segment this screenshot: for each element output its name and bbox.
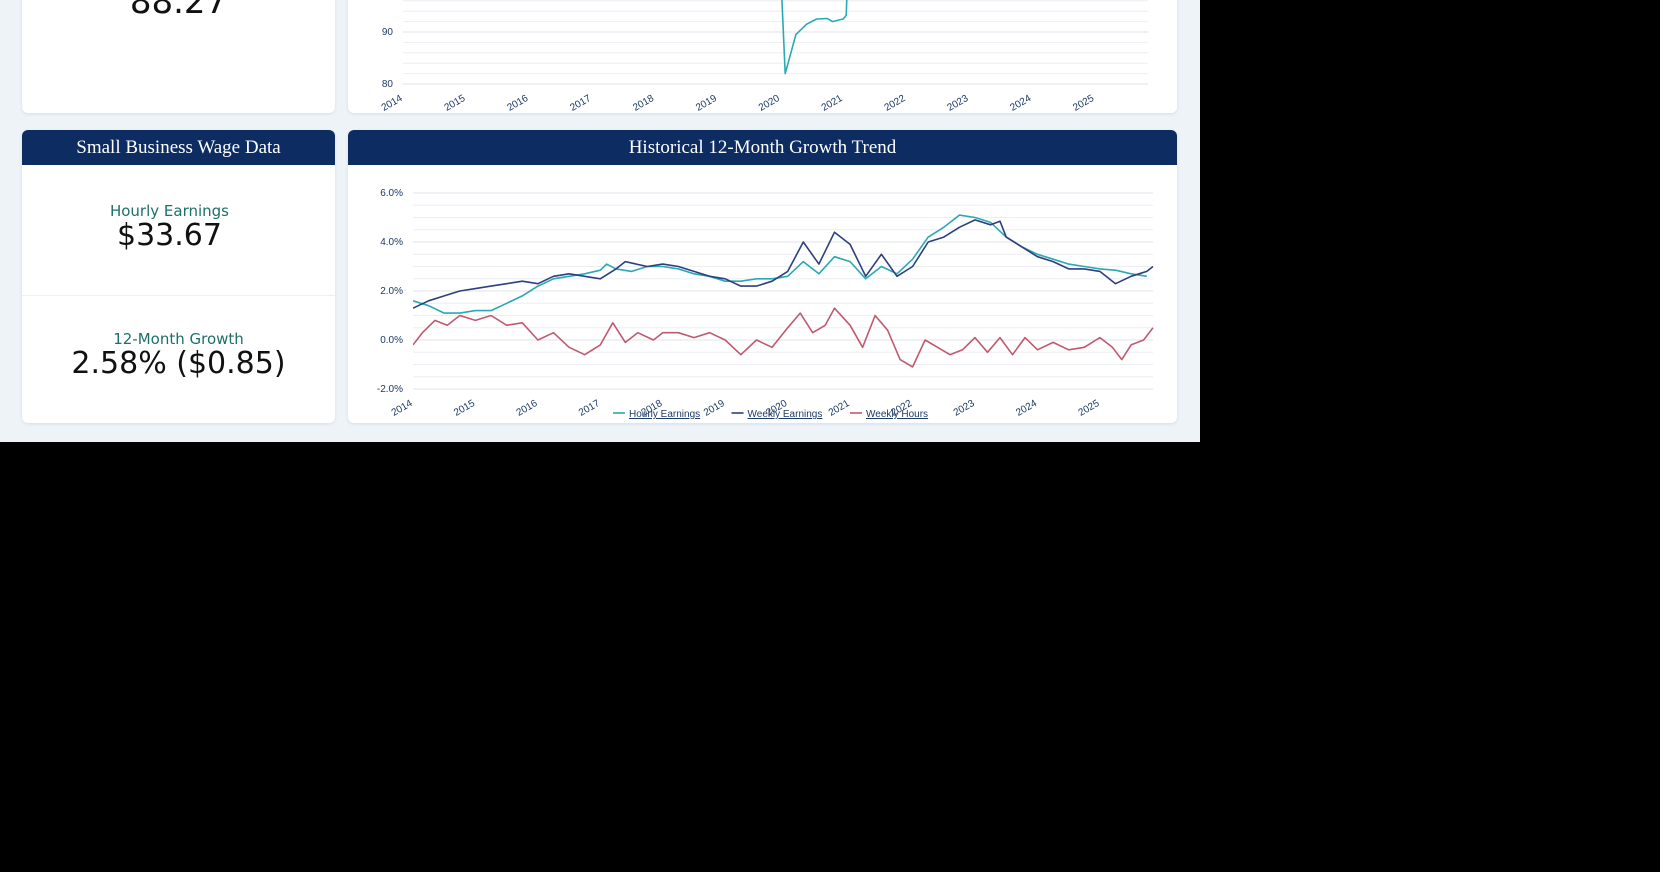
hourly-earnings-label: Hourly Earnings [109, 202, 230, 220]
wage-card-title: Small Business Wage Data [22, 130, 335, 165]
top-chart-card: 90 80 2014 2015 2016 2017 2018 2019 2020 2021 2022… [348, 0, 1177, 113]
x-tick-label: 2020 [757, 93, 782, 113]
x-tick-label: 2015 [443, 93, 468, 113]
x-tick-label: 2017 [577, 398, 602, 419]
x-tick-label: 2014 [390, 398, 415, 419]
x-tick-label: 2025 [1077, 398, 1102, 419]
growth-label: 12-Month Growth [113, 330, 244, 348]
growth-line-chart: 6.0% 4.0% 2.0% 0.0% -2.0% 2014 2015 2016 2017 201… [377, 188, 1154, 420]
dashboard-page: 88.27 90 80 2014 2015 2016 2017 2018 2019 2020 20… [0, 0, 1200, 442]
x-tick-label: 2021 [827, 398, 852, 419]
legend-item-label[interactable]: Hourly Earnings [629, 409, 700, 420]
x-tick-label: 2025 [1071, 93, 1096, 113]
top-stat-card: 88.27 [22, 0, 335, 113]
x-tick-label: 2018 [631, 93, 656, 113]
growth-chart-card: Historical 12-Month Growth Trend 6.0% 4.0… [348, 130, 1177, 423]
x-tick-label: 2021 [820, 93, 845, 113]
series-line [781, 0, 848, 75]
x-tick-label: 2024 [1008, 93, 1033, 113]
y-tick-label: 90 [382, 27, 394, 38]
series-line [413, 219, 1154, 309]
x-tick-label: 2024 [1014, 398, 1039, 419]
top-line-chart: 90 80 2014 2015 2016 2017 2018 2019 2020 2021 2022… [380, 0, 1148, 113]
x-tick-label: 2014 [380, 93, 405, 113]
y-tick-label: 0.0% [380, 335, 403, 346]
stat-divider [22, 295, 335, 296]
hourly-earnings-value: $33.67 [117, 218, 222, 253]
y-tick-label: 6.0% [380, 188, 403, 199]
series-line [413, 307, 1154, 368]
legend-item-label[interactable]: Weekly Hours [866, 409, 928, 420]
x-tick-label: 2019 [694, 93, 719, 113]
y-tick-label: 4.0% [380, 237, 403, 248]
y-tick-label: 2.0% [380, 286, 403, 297]
x-tick-label: 2023 [952, 398, 977, 419]
x-tick-label: 2019 [702, 398, 727, 419]
wage-data-card: Small Business Wage Data Hourly Earnings… [22, 130, 335, 423]
x-tick-label: 2016 [505, 93, 530, 113]
x-tick-label: 2022 [883, 93, 908, 113]
y-tick-label: 80 [382, 79, 394, 90]
growth-value: 2.58% ($0.85) [71, 346, 286, 381]
growth-chart-title: Historical 12-Month Growth Trend [348, 130, 1177, 165]
legend-item-label[interactable]: Weekly Earnings [748, 409, 823, 420]
y-tick-label: -2.0% [377, 384, 403, 395]
x-tick-label: 2023 [946, 93, 971, 113]
x-tick-label: 2016 [515, 398, 540, 419]
top-stat-value: 88.27 [129, 0, 228, 22]
x-tick-label: 2017 [568, 93, 593, 113]
x-tick-label: 2015 [452, 398, 477, 419]
